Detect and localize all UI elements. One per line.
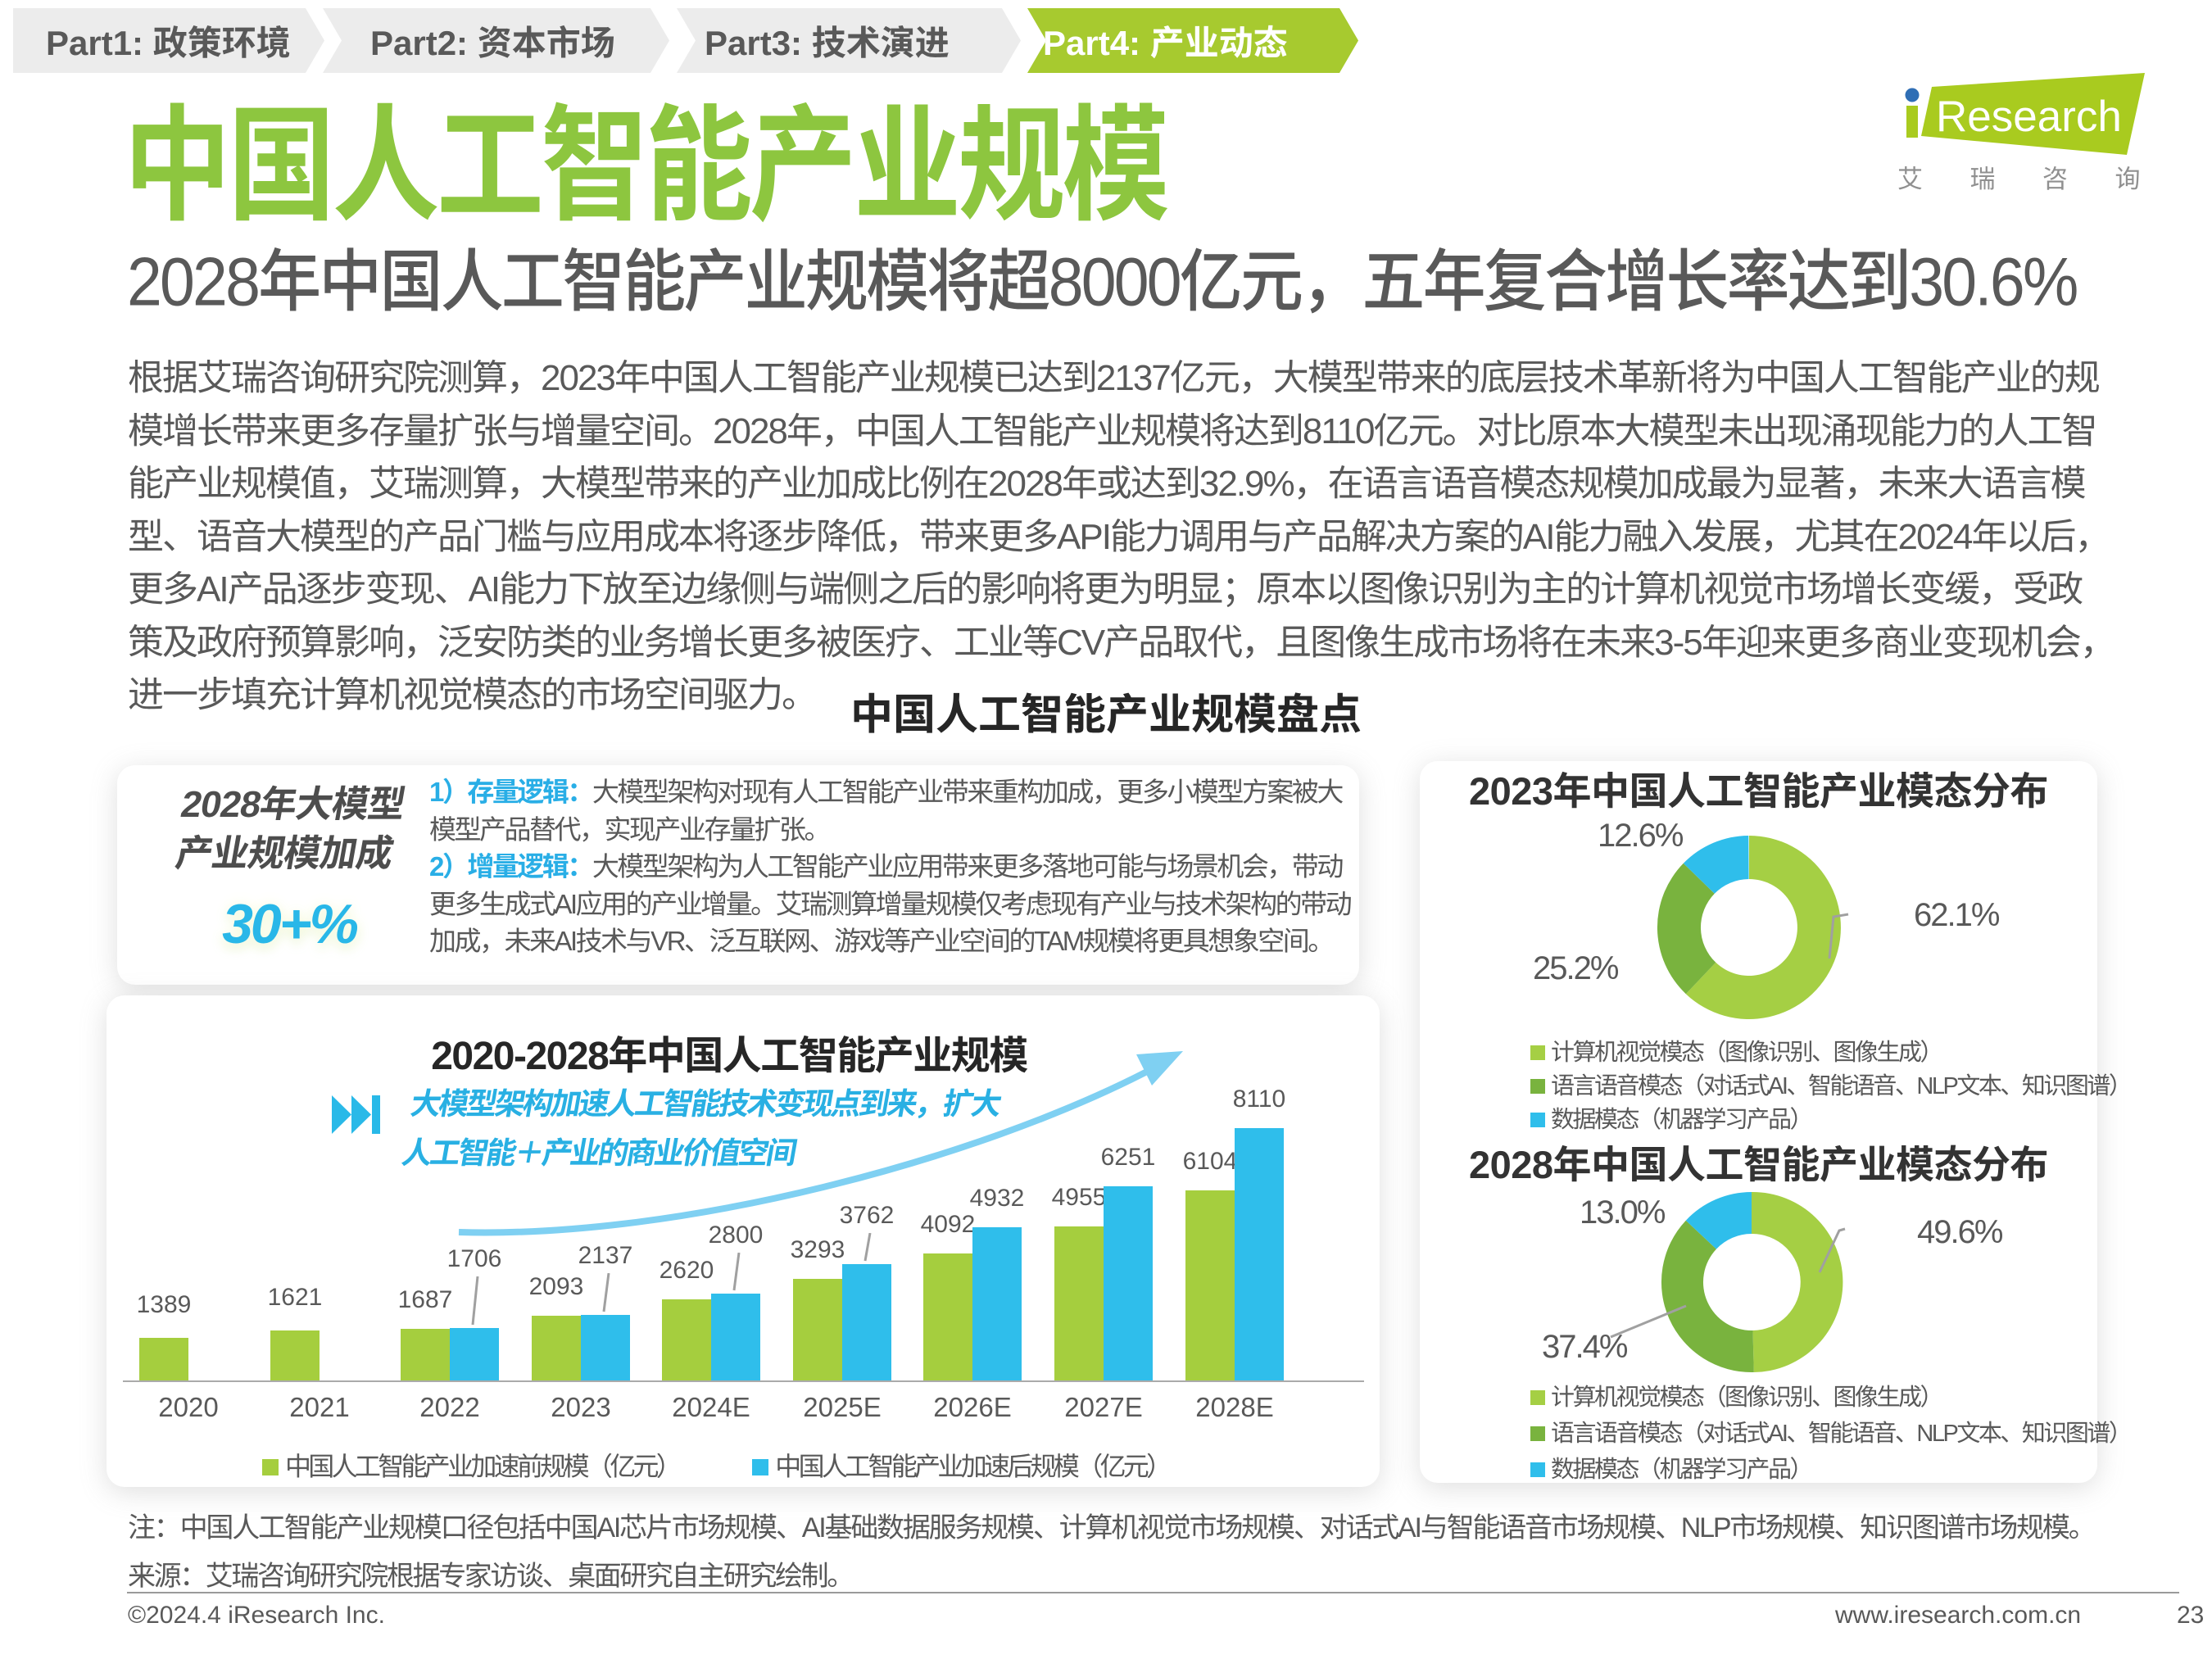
svg-text:艾瑞咨询: 艾瑞咨询 — [1897, 158, 2187, 195]
svg-text:Research: Research — [1936, 93, 2122, 141]
